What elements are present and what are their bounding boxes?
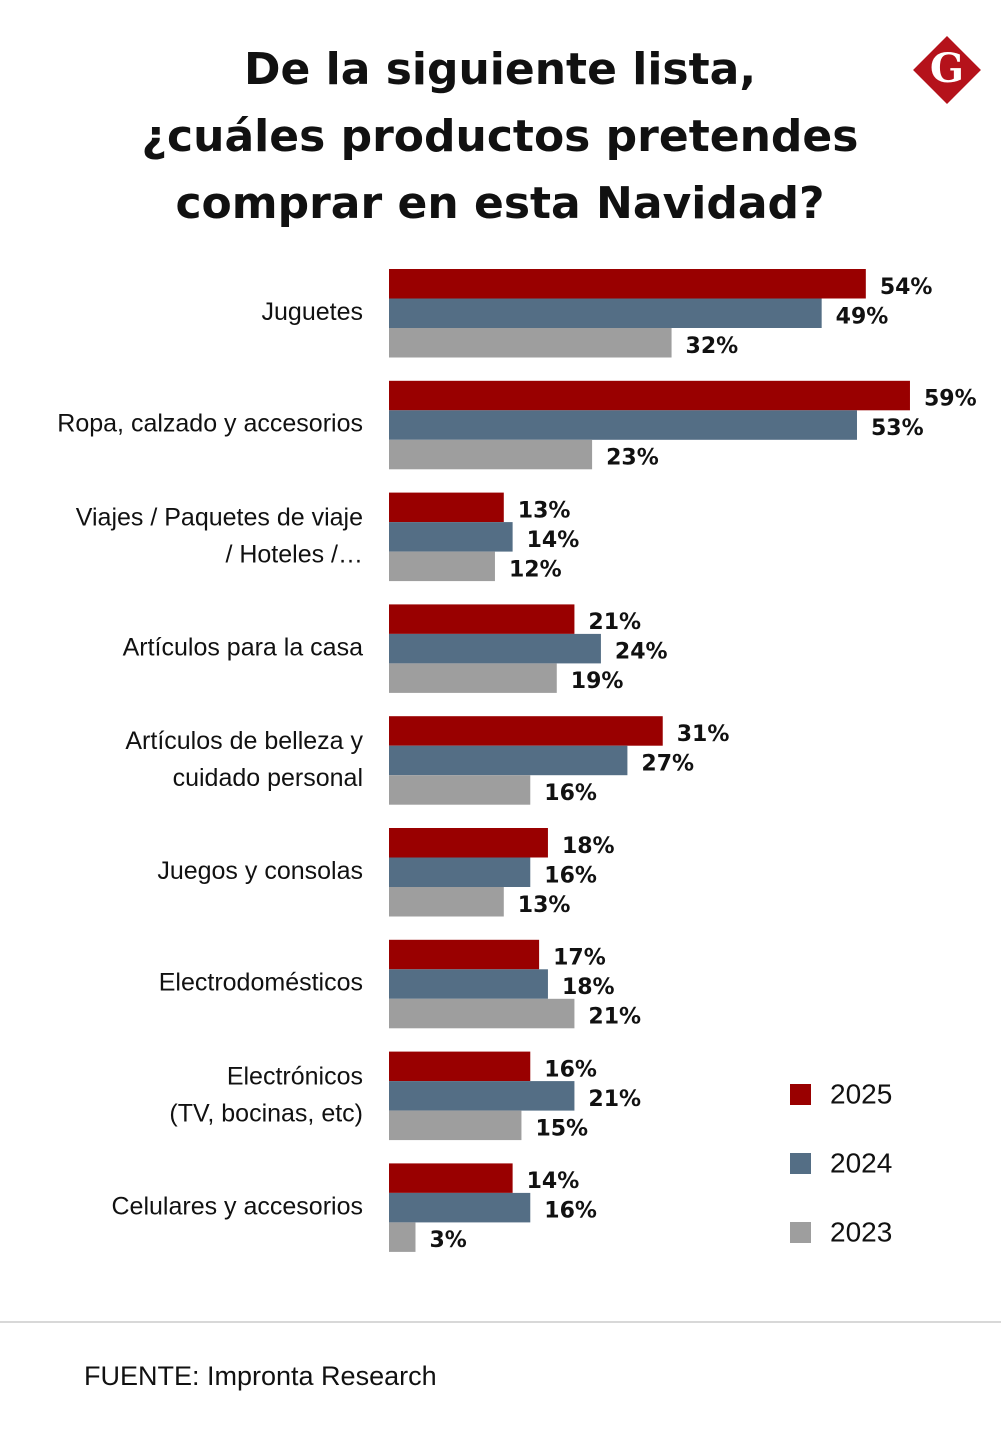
value-label: 21% (588, 1005, 641, 1030)
value-label: 17% (553, 946, 606, 971)
value-label: 16% (544, 1057, 597, 1082)
bar (389, 380, 910, 411)
category-label: Electrónicos (TV, bocinas, etc) (169, 1062, 363, 1127)
bar (389, 998, 575, 1029)
bar (389, 1163, 513, 1193)
value-label: 18% (562, 834, 615, 859)
bar (389, 887, 504, 917)
category-label: Artículos de belleza y cuidado personal (125, 727, 363, 792)
value-label: 54% (880, 275, 933, 300)
bar (389, 745, 628, 776)
bar (389, 633, 601, 664)
value-label: 23% (606, 446, 659, 471)
bar (389, 1192, 531, 1223)
value-label: 14% (527, 528, 580, 553)
value-label: 59% (924, 387, 977, 412)
legend-label: 2023 (830, 1216, 892, 1247)
bar (389, 1081, 575, 1111)
category-label: Electrodomésticos (159, 969, 363, 997)
value-label: 13% (518, 893, 571, 918)
value-label: 15% (535, 1116, 588, 1141)
value-label: 18% (562, 975, 615, 1000)
value-label: 16% (544, 1199, 597, 1224)
value-label: 31% (677, 722, 730, 747)
logo-letter: G (930, 45, 964, 92)
value-label: 13% (518, 498, 571, 523)
bar (389, 328, 672, 358)
category-label: Ropa, calzado y accesorios (57, 410, 363, 438)
legend-swatch (790, 1222, 811, 1243)
value-label: 21% (588, 1087, 641, 1112)
bar (389, 522, 513, 552)
value-label: 19% (571, 669, 624, 694)
value-label: 27% (641, 751, 694, 776)
legend-label: 2025 (830, 1078, 892, 1109)
value-label: 49% (836, 304, 889, 329)
value-label: 16% (544, 863, 597, 888)
bar (389, 1222, 416, 1252)
bar (389, 716, 663, 746)
bar (389, 1051, 531, 1082)
category-label: Celulares y accesorios (112, 1192, 364, 1220)
value-label: 16% (544, 781, 597, 806)
legend-label: 2024 (830, 1147, 892, 1178)
bar (389, 269, 866, 299)
value-label: 21% (588, 610, 641, 635)
legend-swatch (790, 1084, 811, 1105)
bar (389, 857, 531, 887)
bar (389, 492, 504, 523)
source: FUENTE: Impronta Research (84, 1361, 437, 1391)
value-label: 3% (429, 1228, 466, 1253)
bar (389, 298, 822, 328)
chart-title: De la siguiente lista, ¿cuáles productos … (142, 44, 859, 229)
value-label: 24% (615, 640, 668, 665)
legend-swatch (790, 1153, 811, 1174)
category-label: Juguetes (262, 298, 363, 326)
value-label: 32% (686, 334, 739, 359)
category-label: Artículos para la casa (123, 633, 363, 661)
logo: G (913, 36, 981, 104)
bar (389, 439, 593, 470)
bar (389, 663, 557, 693)
bar (389, 410, 857, 440)
value-label: 14% (527, 1169, 580, 1194)
value-label: 53% (871, 416, 924, 441)
value-label: 12% (509, 557, 562, 582)
category-label: Juegos y consolas (157, 857, 363, 885)
bar (389, 939, 540, 970)
category-label: Viajes / Paquetes de viaje / Hoteles /… (76, 503, 363, 568)
bar (389, 551, 495, 582)
bar (389, 969, 548, 999)
bar (389, 1110, 522, 1141)
bar (389, 604, 575, 634)
bar (389, 828, 548, 858)
bar (389, 775, 531, 805)
